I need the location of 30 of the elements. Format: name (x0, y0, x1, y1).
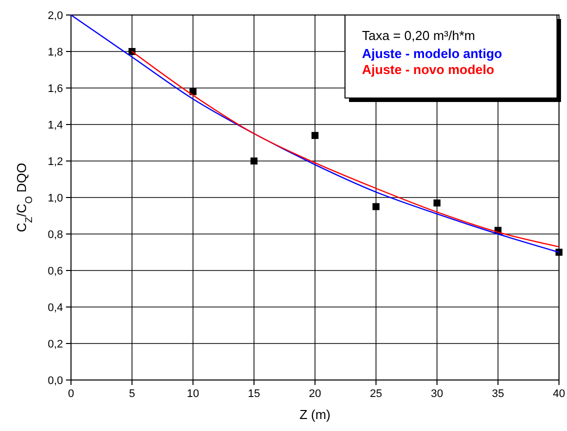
y-tick-label: 1,4 (48, 120, 63, 132)
point (250, 158, 258, 164)
y-tick-label: 0,4 (48, 302, 63, 314)
y-tick-label: 1,6 (48, 83, 63, 95)
y-tick-label: 2,0 (48, 10, 63, 22)
x-tick-label: 30 (430, 388, 444, 400)
x-tick-label: 25 (370, 388, 382, 400)
point (372, 203, 380, 210)
point (556, 248, 562, 256)
text: Ajuste - modelo antigo (362, 46, 502, 61)
y-tick-label: 0,8 (48, 229, 63, 241)
y-tick-label: 1,0 (48, 192, 63, 204)
x-tick-label: 20 (308, 388, 322, 400)
y-tick-label: 0,6 (48, 266, 63, 278)
point (312, 132, 318, 139)
x-tick-label: 35 (492, 388, 504, 400)
legend-title: Taxa = 0,20 m³/h*m (362, 28, 476, 43)
x-tick-label: 0 (68, 388, 74, 400)
x-tick-label: 5 (128, 388, 136, 400)
x-tick-label: 15 (248, 388, 260, 400)
y-tick-label: 0,2 (48, 338, 63, 350)
text: Ajuste - novo modelo (362, 62, 494, 77)
y-tick-label: 1,8 (48, 46, 63, 58)
y-tick-label: 0,0 (48, 375, 63, 387)
point (190, 88, 196, 96)
x-tick-label: 10 (186, 388, 200, 400)
x-tick-label: 40 (552, 388, 566, 400)
x-axis-title: Z (m) (299, 407, 331, 422)
point (434, 199, 440, 206)
y-tick-label: 1,2 (48, 156, 63, 168)
